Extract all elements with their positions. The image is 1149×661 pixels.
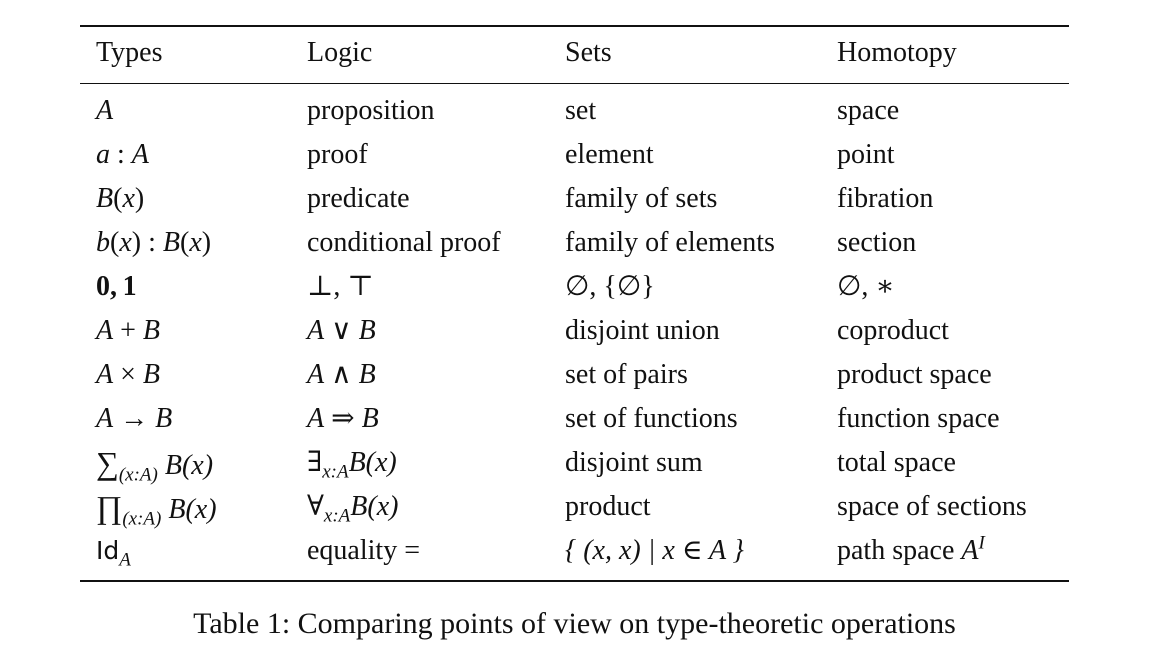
table-row: b(x) : B(x) conditional proof family of …	[0, 221, 1149, 265]
logic-cell: proof	[307, 139, 368, 170]
sets-cell: ∅, {∅}	[565, 271, 655, 302]
sets-cell: { (x, x) | x ∈ A }	[565, 535, 744, 566]
logic-cell: equality =	[307, 535, 420, 566]
types-cell: ∏(x:A) B(x)	[96, 489, 217, 530]
sets-cell: set of pairs	[565, 359, 688, 390]
sets-cell: disjoint union	[565, 315, 720, 346]
header-sets: Sets	[565, 37, 612, 68]
types-cell: A → B	[96, 403, 173, 434]
sets-cell: family of sets	[565, 183, 718, 214]
header-types: Types	[96, 37, 163, 68]
table-row: IdA equality = { (x, x) | x ∈ A } path s…	[0, 529, 1149, 573]
table-row: ∏(x:A) B(x) ∀x:AB(x) product space of se…	[0, 485, 1149, 529]
table-row: A × B A ∧ B set of pairs product space	[0, 353, 1149, 397]
table-row: A + B A ∨ B disjoint union coproduct	[0, 309, 1149, 353]
sets-cell: set	[565, 95, 597, 126]
logic-cell: A ∨ B	[307, 315, 376, 346]
types-cell: B(x)	[96, 183, 145, 214]
sets-cell: product	[565, 491, 651, 522]
table-row: 0, 1 ⊥, ⊤ ∅, {∅} ∅, ∗	[0, 265, 1149, 309]
table-top-rule	[80, 25, 1069, 27]
logic-cell: A ∧ B	[307, 359, 376, 390]
homotopy-cell: fibration	[837, 183, 934, 214]
table-row: a : A proof element point	[0, 133, 1149, 177]
homotopy-cell: section	[837, 227, 917, 258]
homotopy-cell: function space	[837, 403, 1000, 434]
types-cell: A × B	[96, 359, 161, 390]
logic-cell: ⊥, ⊤	[307, 271, 374, 302]
table-header-row: Types Logic Sets Homotopy	[0, 31, 1149, 75]
table-row: A → B A ⇒ B set of functions function sp…	[0, 397, 1149, 441]
exists-symbol: ∃	[307, 447, 323, 478]
logic-cell: ∀x:AB(x)	[307, 491, 399, 527]
homotopy-cell: product space	[837, 359, 992, 390]
table-bottom-rule	[80, 580, 1069, 582]
types-cell: a : A	[96, 139, 149, 170]
sets-cell: element	[565, 139, 654, 170]
types-cell: b(x) : B(x)	[96, 227, 212, 258]
sets-cell: disjoint sum	[565, 447, 703, 478]
header-homotopy: Homotopy	[837, 37, 957, 68]
types-cell: ∑(x:A) B(x)	[96, 445, 214, 486]
sets-cell: family of elements	[565, 227, 775, 258]
types-cell: IdA	[96, 536, 131, 571]
homotopy-cell: ∅, ∗	[837, 271, 895, 302]
types-cell: 0, 1	[96, 271, 137, 302]
table-caption: Table 1: Comparing points of view on typ…	[193, 607, 956, 640]
types-cell: A	[96, 95, 114, 126]
sum-symbol: ∑	[96, 445, 119, 481]
homotopy-cell: space	[837, 95, 900, 126]
logic-cell: proposition	[307, 95, 435, 126]
logic-cell: ∃x:AB(x)	[307, 447, 397, 483]
forall-symbol: ∀	[307, 491, 324, 522]
homotopy-cell: point	[837, 139, 895, 170]
logic-cell: predicate	[307, 183, 410, 214]
homotopy-cell: total space	[837, 447, 956, 478]
table-row: ∑(x:A) B(x) ∃x:AB(x) disjoint sum total …	[0, 441, 1149, 485]
product-symbol: ∏	[96, 489, 123, 525]
sets-cell: set of functions	[565, 403, 738, 434]
logic-cell: conditional proof	[307, 227, 501, 258]
types-cell: A + B	[96, 315, 161, 346]
homotopy-cell: space of sections	[837, 491, 1027, 522]
logic-cell: A ⇒ B	[307, 403, 379, 434]
table-row: B(x) predicate family of sets fibration	[0, 177, 1149, 221]
homotopy-cell: path space AI	[837, 532, 985, 566]
homotopy-cell: coproduct	[837, 315, 949, 346]
table-row: A proposition set space	[0, 89, 1149, 133]
header-logic: Logic	[307, 37, 373, 68]
table-header-rule	[80, 83, 1069, 85]
